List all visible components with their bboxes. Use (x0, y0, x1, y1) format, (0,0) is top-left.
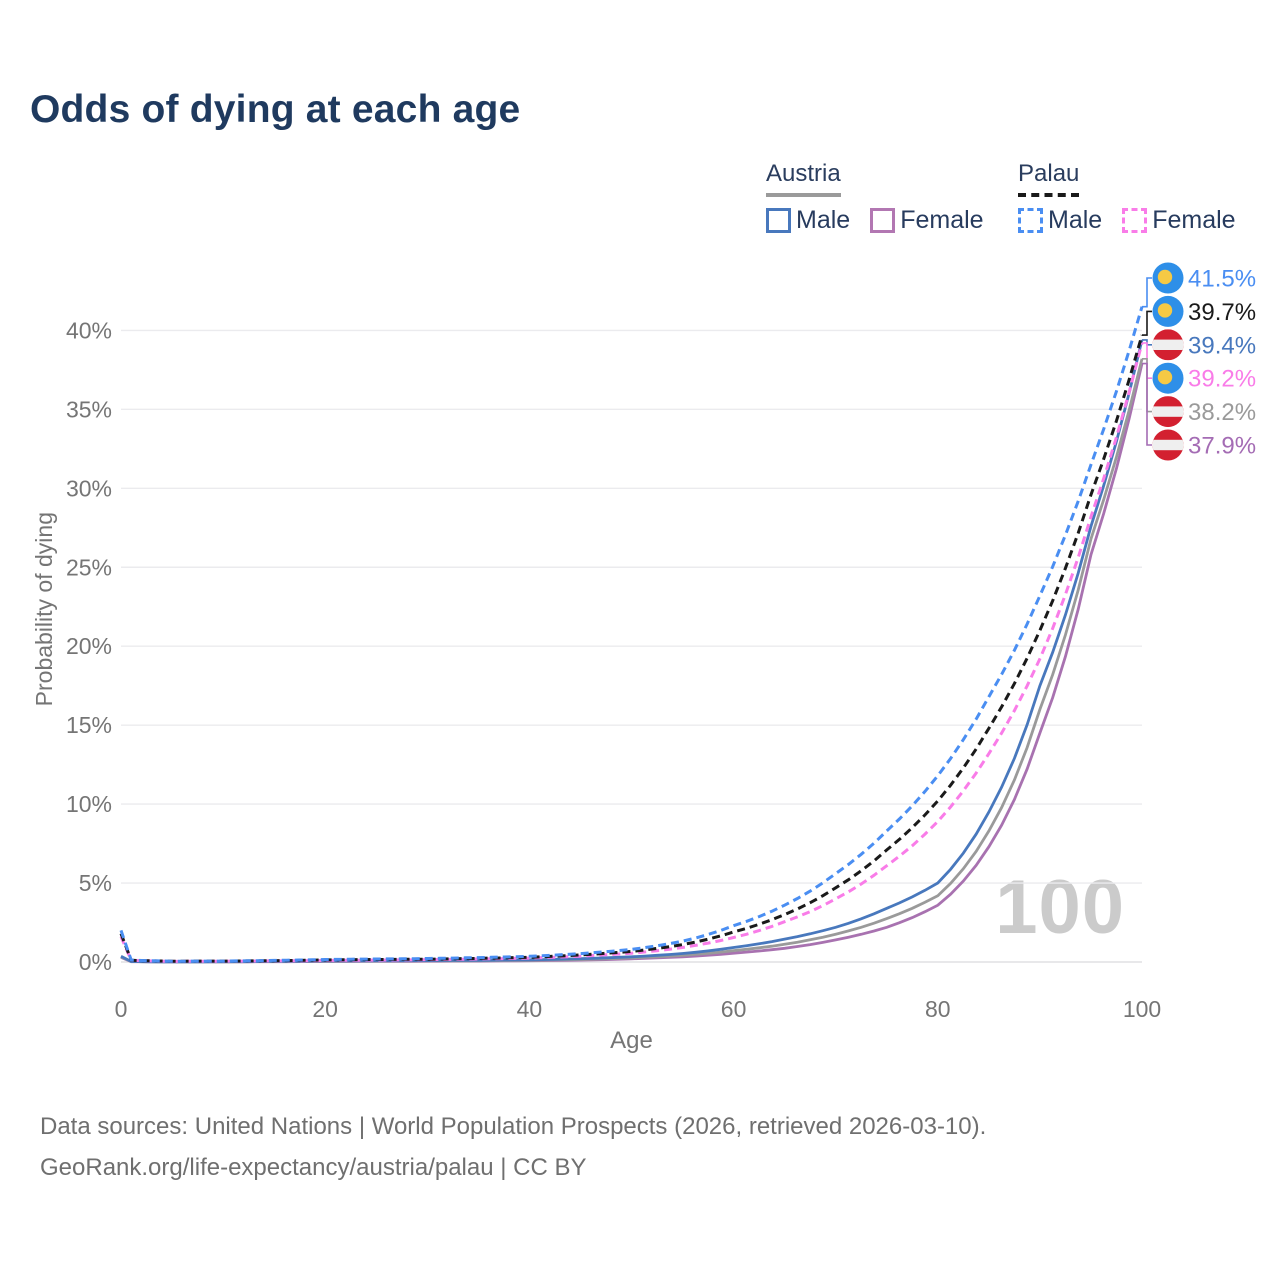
end-label-connector (1142, 310, 1152, 336)
y-tick-label: 30% (66, 475, 112, 501)
end-value-label: 41.5% (1188, 266, 1256, 293)
x-tick-label: 0 (115, 996, 128, 1022)
x-tick-label: 40 (517, 996, 543, 1022)
palau-male-swatch-icon[interactable] (1018, 208, 1043, 233)
legend-title-austria: Austria (766, 160, 841, 197)
austria-flag-icon (1152, 329, 1184, 361)
legend-label: Male (1048, 206, 1103, 234)
end-value-label: 39.2% (1188, 366, 1256, 393)
legend-label: Female (900, 206, 984, 234)
x-tick-label: 80 (925, 996, 951, 1022)
y-tick-label: 10% (66, 791, 112, 817)
y-tick-label: 15% (66, 712, 112, 738)
y-tick-label: 20% (66, 633, 112, 659)
source-attribution: Data sources: United Nations | World Pop… (40, 1106, 986, 1188)
source-line-2: GeoRank.org/life-expectancy/austria/pala… (40, 1154, 587, 1181)
end-value-label: 39.4% (1188, 332, 1256, 359)
legend-label: Female (1152, 206, 1236, 234)
austria-flag-icon (1152, 396, 1184, 428)
series-line-palau-both (119, 334, 1144, 963)
y-tick-label: 35% (66, 396, 112, 422)
legend-item-palau-female[interactable]: Female (1122, 206, 1236, 235)
series-line-palau-female (119, 342, 1144, 963)
y-tick-label: 0% (79, 949, 112, 975)
x-axis-label: Age (610, 1027, 653, 1054)
legend-item-austria-male[interactable]: Male (766, 206, 850, 235)
end-value-label: 38.2% (1188, 399, 1256, 426)
y-tick-label: 5% (79, 870, 112, 896)
end-label-connector (1142, 277, 1152, 308)
page-title: Odds of dying at each age (30, 88, 521, 131)
palau-flag-icon (1152, 295, 1184, 327)
x-tick-label: 100 (1123, 996, 1161, 1022)
series-line-austria-male (120, 339, 1144, 964)
palau-female-swatch-icon[interactable] (1122, 208, 1148, 233)
legend-group-austria: Austria Male Female (766, 160, 984, 235)
end-label-connector (1142, 362, 1152, 446)
x-tick-label: 20 (312, 996, 338, 1022)
x-tick-label: 60 (721, 996, 747, 1022)
legend-label: Male (796, 206, 851, 234)
palau-flag-icon (1152, 362, 1184, 394)
series-line-austria-female (120, 363, 1144, 964)
palau-flag-icon (1152, 262, 1184, 294)
legend-item-palau-male[interactable]: Male (1018, 206, 1102, 235)
austria-female-swatch-icon[interactable] (870, 208, 896, 233)
austria-male-swatch-icon[interactable] (766, 208, 791, 233)
y-tick-label: 40% (66, 317, 112, 343)
legend-item-austria-female[interactable]: Female (870, 206, 984, 235)
austria-flag-icon (1152, 429, 1184, 461)
end-value-label: 39.7% (1188, 299, 1256, 326)
end-value-label: 37.9% (1188, 433, 1256, 460)
legend-group-palau: Palau Male Female (1018, 160, 1236, 235)
series-line-austria-both (120, 358, 1144, 964)
legend-title-palau: Palau (1018, 160, 1080, 197)
series-line-palau-male (119, 306, 1144, 963)
y-tick-label: 25% (66, 554, 112, 580)
source-line-1: Data sources: United Nations | World Pop… (40, 1113, 987, 1140)
age-watermark: 100 (995, 865, 1125, 950)
